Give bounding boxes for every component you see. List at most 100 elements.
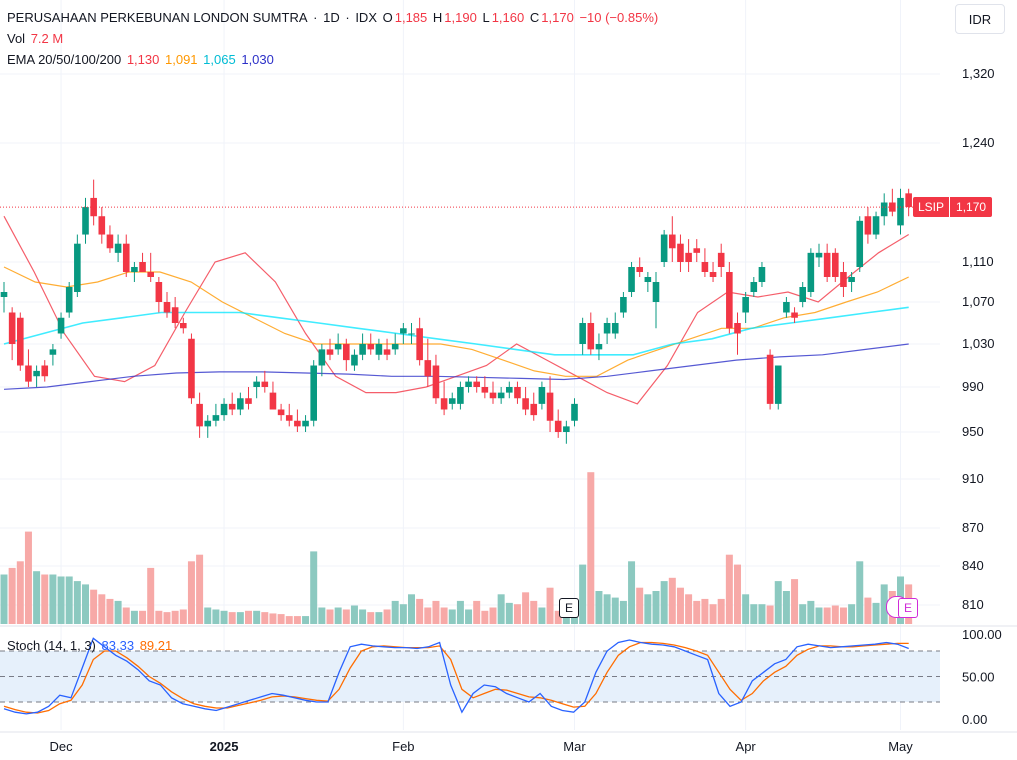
candle-body xyxy=(497,392,505,399)
candle-body xyxy=(49,349,57,355)
candle-body xyxy=(245,398,252,404)
candle-body xyxy=(253,381,260,387)
exchange-label: IDX xyxy=(355,10,377,25)
candle-body xyxy=(644,277,652,282)
candle-body xyxy=(546,392,554,421)
ema-lines xyxy=(3,215,910,405)
volume-bar xyxy=(163,612,171,624)
volume-bar xyxy=(872,602,880,624)
volume-bar xyxy=(799,604,807,624)
stoch-pane: 100.00 50.00 0.00 xyxy=(0,627,1002,727)
currency-button[interactable]: IDR xyxy=(955,4,1005,34)
stoch-d-line xyxy=(3,641,909,714)
ema-label: EMA 20/50/100/200 xyxy=(7,52,122,67)
volume-bar xyxy=(848,604,856,624)
volume-bars xyxy=(0,472,913,624)
candle-body xyxy=(783,302,790,313)
candle-body xyxy=(563,426,570,432)
volume-bar xyxy=(758,604,766,624)
volume-label: Vol xyxy=(7,31,26,46)
stoch-k-line xyxy=(3,637,909,715)
candle-body xyxy=(375,344,383,355)
candle-body xyxy=(33,370,40,377)
candle-body xyxy=(840,272,847,287)
volume-bar xyxy=(73,581,81,624)
price-tick-label: 1,070 xyxy=(962,294,995,309)
candle-body xyxy=(465,381,472,387)
volume-bar xyxy=(285,616,293,624)
candle-body xyxy=(351,354,358,366)
candle-body xyxy=(774,365,782,404)
candle-body xyxy=(685,252,692,262)
candle-body xyxy=(652,282,660,302)
volume-bar xyxy=(196,554,204,624)
interval-label[interactable]: 1D xyxy=(323,10,340,25)
volume-value: 7.2 M xyxy=(30,31,64,46)
volume-bar xyxy=(750,604,758,624)
volume-bar xyxy=(815,607,823,624)
candle-body xyxy=(8,312,16,344)
candle-body xyxy=(864,216,872,235)
volume-bar xyxy=(41,574,49,624)
volume-bar xyxy=(82,584,89,624)
candle-body xyxy=(367,344,375,350)
price-tick-label: 910 xyxy=(962,471,984,486)
candle-body xyxy=(791,312,798,318)
ema-legend[interactable]: EMA 20/50/100/200 1,130 1,091 1,065 1,03… xyxy=(7,52,276,68)
candle-body xyxy=(815,252,823,258)
candle-body xyxy=(514,387,521,399)
volume-bar xyxy=(456,600,464,624)
volume-bar xyxy=(367,612,375,624)
candle-body xyxy=(408,333,415,335)
candle-body xyxy=(603,323,611,334)
candle-body xyxy=(400,328,407,334)
candle-body xyxy=(17,317,24,366)
symbol-legend: PERUSAHAAN PERKEBUNAN LONDON SUMTRA · 1D… xyxy=(7,10,660,26)
volume-bar xyxy=(831,605,839,624)
volume-bar xyxy=(839,607,847,624)
candle-body xyxy=(188,338,195,399)
volume-bar xyxy=(791,579,799,624)
volume-bar xyxy=(619,600,627,624)
volume-bar xyxy=(546,587,554,624)
volume-bar xyxy=(318,607,326,624)
candle-body xyxy=(180,323,187,329)
earnings-marker[interactable]: E xyxy=(559,598,579,618)
candle-body xyxy=(448,398,456,404)
volume-bar xyxy=(734,564,741,624)
candle-body xyxy=(131,267,138,272)
candle-body xyxy=(106,234,114,249)
time-tick-label: Dec xyxy=(49,739,73,754)
candle-body xyxy=(139,262,146,272)
candle-body xyxy=(481,387,489,393)
earnings-marker[interactable]: E xyxy=(898,598,918,618)
volume-bar xyxy=(685,594,693,624)
candle-body xyxy=(41,365,49,377)
candle-body xyxy=(269,392,277,410)
volume-bar xyxy=(774,581,782,624)
volume-bar xyxy=(269,613,277,624)
candle-body xyxy=(734,323,741,334)
volume-bar xyxy=(49,574,57,624)
candle-body xyxy=(693,248,701,253)
volume-bar xyxy=(880,584,888,624)
volume-bar xyxy=(603,594,611,624)
price-tag-symbol: LSIP xyxy=(913,197,950,217)
time-axis[interactable]: Dec 2025 Feb Mar Apr May xyxy=(49,739,913,754)
candle-body xyxy=(506,387,513,393)
high-value: 1,190 xyxy=(444,10,477,25)
volume-bar xyxy=(693,600,701,624)
volume-bar xyxy=(212,609,220,624)
volume-legend[interactable]: Vol 7.2 M xyxy=(7,31,65,47)
price-axis[interactable]: 1,320 1,240 1,110 1,070 1,030 990 950 910 870 840… xyxy=(962,66,995,612)
candle-body xyxy=(872,216,880,235)
volume-bar xyxy=(864,597,872,624)
volume-bar xyxy=(408,594,415,624)
symbol-title[interactable]: PERUSAHAAN PERKEBUNAN LONDON SUMTRA xyxy=(7,10,308,25)
volume-bar xyxy=(709,604,717,624)
volume-bar xyxy=(823,607,831,624)
stoch-legend[interactable]: Stoch (14, 1, 3) 83.33 89.21 xyxy=(7,638,174,654)
volume-bar xyxy=(106,598,114,624)
volume-bar xyxy=(701,598,709,624)
